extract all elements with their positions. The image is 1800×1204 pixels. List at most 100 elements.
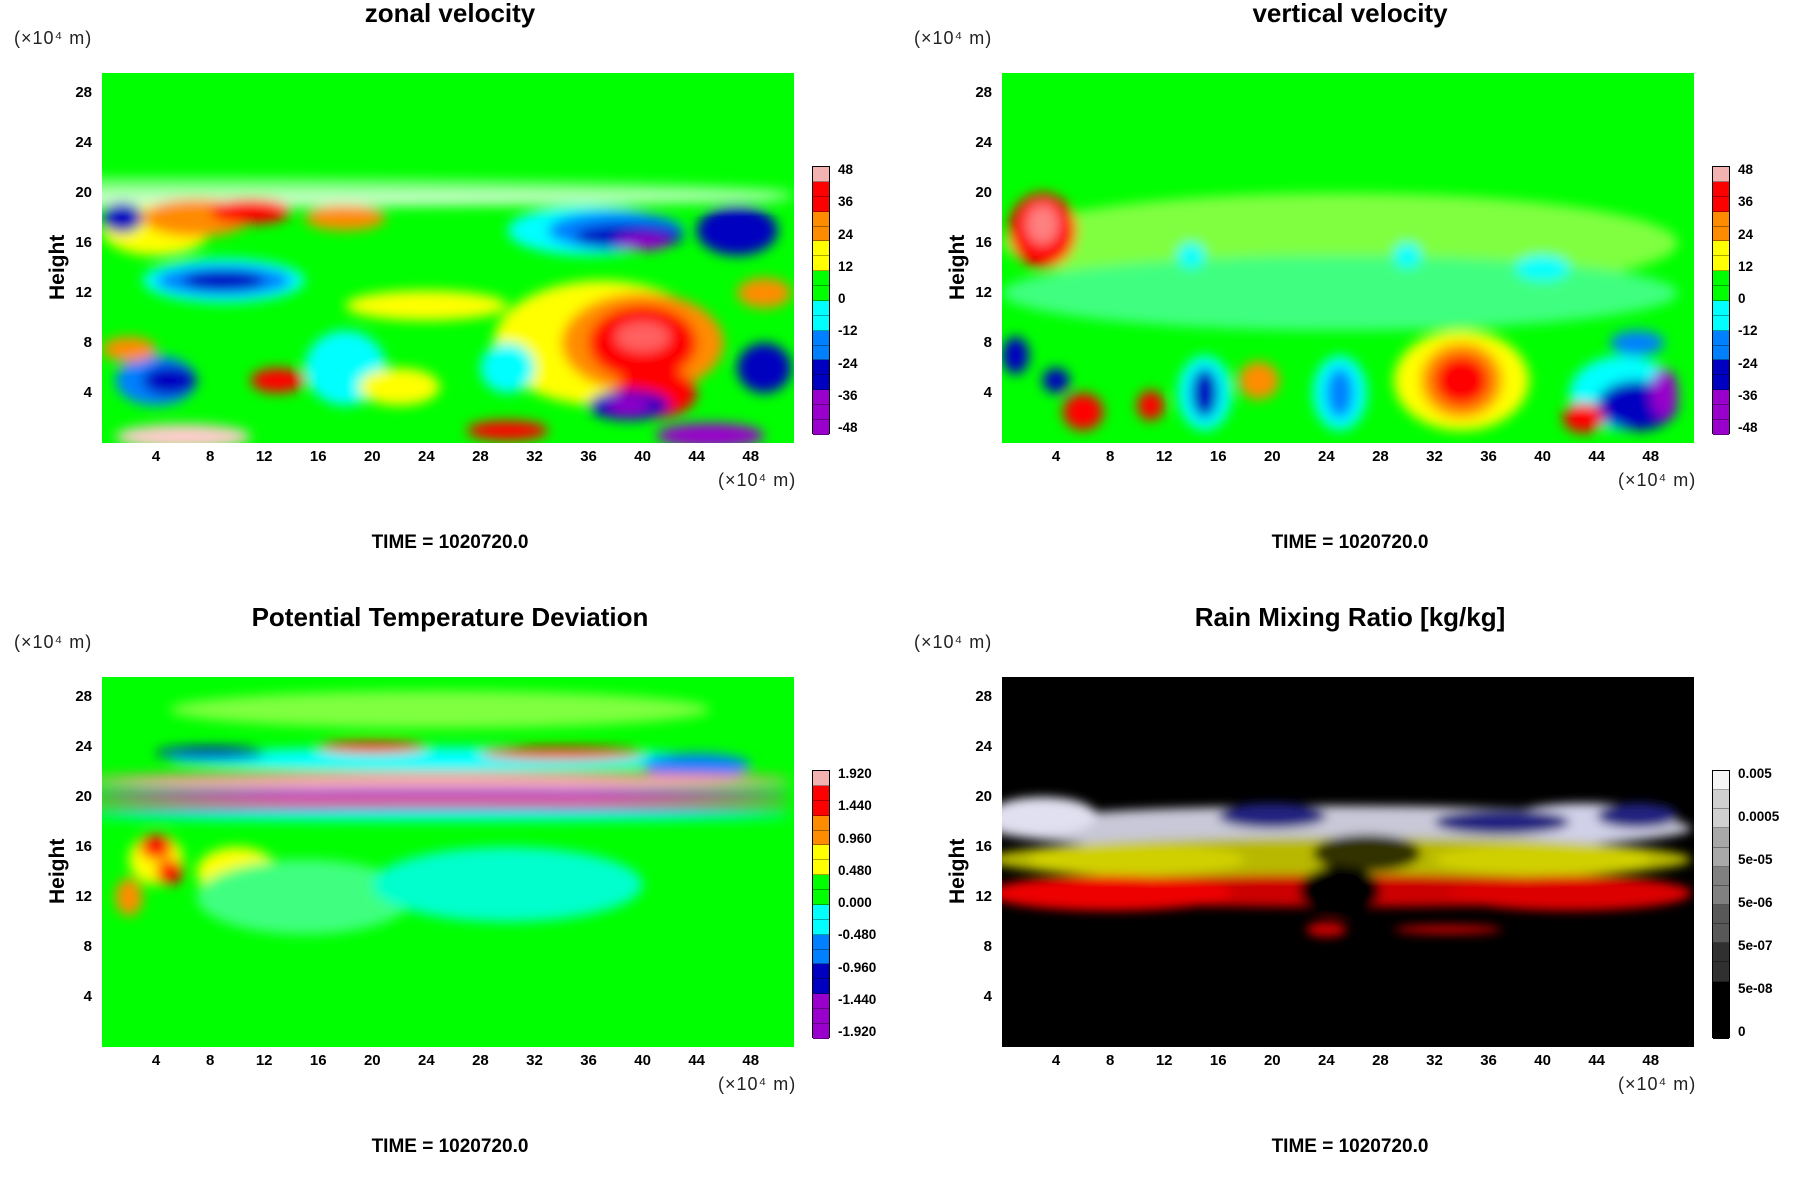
x-tick-label: 20 xyxy=(1263,1052,1281,1069)
colorbar-segment xyxy=(1713,1000,1729,1020)
colorbar-segment xyxy=(813,875,829,890)
colorbar-label: 12 xyxy=(1738,258,1754,274)
field-region xyxy=(102,772,792,784)
field-region xyxy=(615,235,670,251)
colorbar-segment xyxy=(813,226,829,242)
heatmap-field xyxy=(102,677,794,1047)
field-region xyxy=(102,780,792,789)
y-tick-label: 28 xyxy=(975,688,992,705)
x-tick-label: 20 xyxy=(363,448,381,465)
x-tick-label: 48 xyxy=(742,1052,760,1069)
y-tick-label: 20 xyxy=(75,184,92,201)
colorbar-label: 0.960 xyxy=(838,830,872,846)
colorbar-label: 1.440 xyxy=(838,798,872,814)
colorbar-segment xyxy=(1713,847,1729,867)
colorbar-label: 5e-06 xyxy=(1738,895,1773,910)
colorbar-segment xyxy=(813,181,829,197)
y-tick-label: 4 xyxy=(983,384,992,401)
colorbar-segment xyxy=(813,890,829,905)
field-region xyxy=(102,336,157,362)
x-tick-label: 24 xyxy=(1318,1052,1335,1069)
colorbar-label: 5e-05 xyxy=(1738,852,1773,867)
colorbar-label: -12 xyxy=(838,323,858,339)
field-region xyxy=(1393,243,1421,268)
x-tick-label: 44 xyxy=(1588,1052,1606,1069)
y-tick-label: 24 xyxy=(75,738,92,755)
x-axis-unit: (×10⁴ m) xyxy=(718,470,797,490)
colorbar-segment xyxy=(1713,360,1729,376)
colorbar-segment xyxy=(1713,943,1729,963)
colorbar-label: 0 xyxy=(838,291,846,306)
field-region xyxy=(102,203,143,233)
x-tick-label: 4 xyxy=(151,448,161,465)
x-tick-label: 4 xyxy=(1051,1052,1061,1069)
colorbar-segment xyxy=(813,167,829,182)
colorbar xyxy=(812,770,830,1039)
x-axis-unit: (×10⁴ m) xyxy=(1618,1074,1697,1094)
x-tick-label: 44 xyxy=(688,1052,706,1069)
colorbar-segment xyxy=(813,785,829,801)
colorbar-segment xyxy=(1713,419,1729,435)
heatmap-field xyxy=(102,73,794,443)
y-tick-label: 4 xyxy=(983,988,992,1005)
field-region xyxy=(345,290,508,321)
colorbar-segment xyxy=(1713,1019,1729,1039)
field-region xyxy=(656,423,765,443)
y-tick-label: 16 xyxy=(975,838,992,855)
colorbar-segment xyxy=(813,419,829,435)
chart-panel: vertical velocity (×10⁴ m) (×10⁴ m) Height 2… xyxy=(900,0,1800,600)
y-tick-label: 28 xyxy=(75,688,92,705)
x-tick-label: 20 xyxy=(363,1052,381,1069)
plot-area xyxy=(1002,73,1694,443)
colorbar-segment xyxy=(813,1009,829,1024)
field-region xyxy=(480,747,643,760)
heatmap-field xyxy=(1002,677,1694,1047)
field-region xyxy=(102,797,792,807)
colorbar-segment xyxy=(1713,405,1729,420)
colorbar-segment xyxy=(1713,981,1729,1001)
colorbar-segment xyxy=(813,934,829,950)
y-tick-label: 24 xyxy=(75,134,92,151)
x-tick-label: 4 xyxy=(151,1052,161,1069)
colorbar-segment xyxy=(813,211,829,227)
y-tick-label: 24 xyxy=(975,134,992,151)
x-tick-label: 44 xyxy=(1588,448,1606,465)
colorbar-segment xyxy=(1713,256,1729,272)
colorbar-segment xyxy=(813,771,829,786)
x-tick-label: 36 xyxy=(1480,448,1497,465)
colorbar-segment xyxy=(1713,167,1729,182)
colorbar-label: -36 xyxy=(838,387,858,403)
x-tick-label: 16 xyxy=(309,1052,327,1069)
field-region xyxy=(1434,809,1570,835)
colorbar-segment xyxy=(1713,375,1729,391)
colorbar-segment xyxy=(813,845,829,861)
colorbar-label: -48 xyxy=(1738,420,1758,435)
field-region xyxy=(696,205,778,256)
field-region xyxy=(1042,368,1070,393)
colorbar-segment xyxy=(1713,924,1729,944)
y-tick-label: 8 xyxy=(983,334,992,351)
field-region xyxy=(466,420,549,441)
y-axis-unit: (×10⁴ m) xyxy=(914,632,993,652)
field-region xyxy=(1326,368,1354,418)
field-region xyxy=(250,368,305,393)
colorbar-segment xyxy=(813,964,829,980)
x-tick-label: 8 xyxy=(205,448,215,465)
y-tick-label: 20 xyxy=(975,184,992,201)
chart-title: Rain Mixing Ratio [kg/kg] xyxy=(1194,602,1506,632)
colorbar-segment xyxy=(813,830,829,846)
time-label: TIME = 1020720.0 xyxy=(371,1136,529,1157)
colorbar-segment xyxy=(1713,828,1729,848)
colorbar-label: -1.440 xyxy=(838,991,877,1007)
colorbar-segment xyxy=(1713,330,1729,346)
y-tick-label: 28 xyxy=(75,84,92,101)
field-region xyxy=(1002,255,1678,331)
colorbar-segment xyxy=(1713,962,1729,982)
field-region xyxy=(1650,368,1678,418)
colorbar-segment xyxy=(1713,315,1729,331)
colorbar-label: 24 xyxy=(838,226,854,242)
field-region xyxy=(304,205,386,231)
chart-title: Potential Temperature Deviation xyxy=(251,602,649,632)
y-tick-label: 16 xyxy=(975,234,992,251)
x-tick-label: 12 xyxy=(1155,448,1173,465)
